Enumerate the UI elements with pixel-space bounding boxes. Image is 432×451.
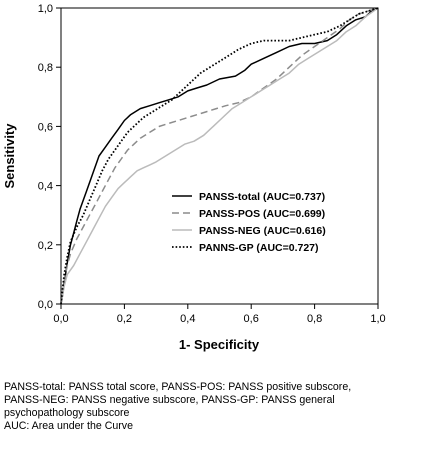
y-tick-label: 0,6	[38, 121, 53, 133]
x-tick-label: 0,8	[307, 313, 322, 325]
y-axis-label: Sensitivity	[2, 123, 17, 189]
x-tick-label: 0,4	[180, 313, 195, 325]
series-line-1	[60, 7, 379, 305]
caption-line: PANSS-total: PANSS total score, PANSS-PO…	[4, 381, 352, 393]
figure-caption: PANSS-total: PANSS total score, PANSS-PO…	[4, 381, 428, 433]
x-tick-label: 0,6	[244, 313, 259, 325]
legend: PANSS-total (AUC=0.737) PANSS-POS (AUC=0.…	[172, 191, 326, 254]
series-line-3	[60, 7, 379, 305]
legend-label-1: PANSS-POS (AUC=0.699)	[199, 208, 325, 220]
y-tick-label: 1,0	[38, 3, 53, 15]
x-axis-label: 1- Specificity	[179, 337, 260, 352]
x-tick-label: 0,0	[53, 313, 68, 325]
caption-line: psychopathology subscore	[4, 407, 130, 419]
legend-label-3: PANNS-GP (AUC=0.727)	[199, 242, 319, 254]
y-tick-label: 0,4	[38, 181, 53, 193]
series-line-0	[60, 7, 379, 305]
x-tick-label: 0,2	[117, 313, 132, 325]
y-tick-label: 0,0	[38, 299, 53, 311]
y-tick-label: 0,8	[38, 62, 53, 74]
legend-label-2: PANSS-NEG (AUC=0.616)	[199, 225, 326, 237]
roc-chart: 0,0 0,2 0,4 0,6 0,8 1,0 0,0 0,2 0,4 0,6 0,8 1,0 1-…	[2, 3, 386, 352]
y-tick-label: 0,2	[38, 240, 53, 252]
legend-label-0: PANSS-total (AUC=0.737)	[199, 191, 325, 203]
caption-line: PANSS-NEG: PANSS negative subscore, PANS…	[4, 394, 335, 406]
x-axis-ticks: 0,0 0,2 0,4 0,6 0,8 1,0	[53, 304, 386, 325]
plot-frame	[60, 7, 379, 305]
x-tick-label: 1,0	[370, 313, 385, 325]
y-axis-ticks: 0,0 0,2 0,4 0,6 0,8 1,0	[38, 3, 61, 311]
series-line-2	[60, 7, 379, 305]
caption-line: AUC: Area under the Curve	[4, 420, 133, 432]
plot-lines	[60, 7, 379, 305]
